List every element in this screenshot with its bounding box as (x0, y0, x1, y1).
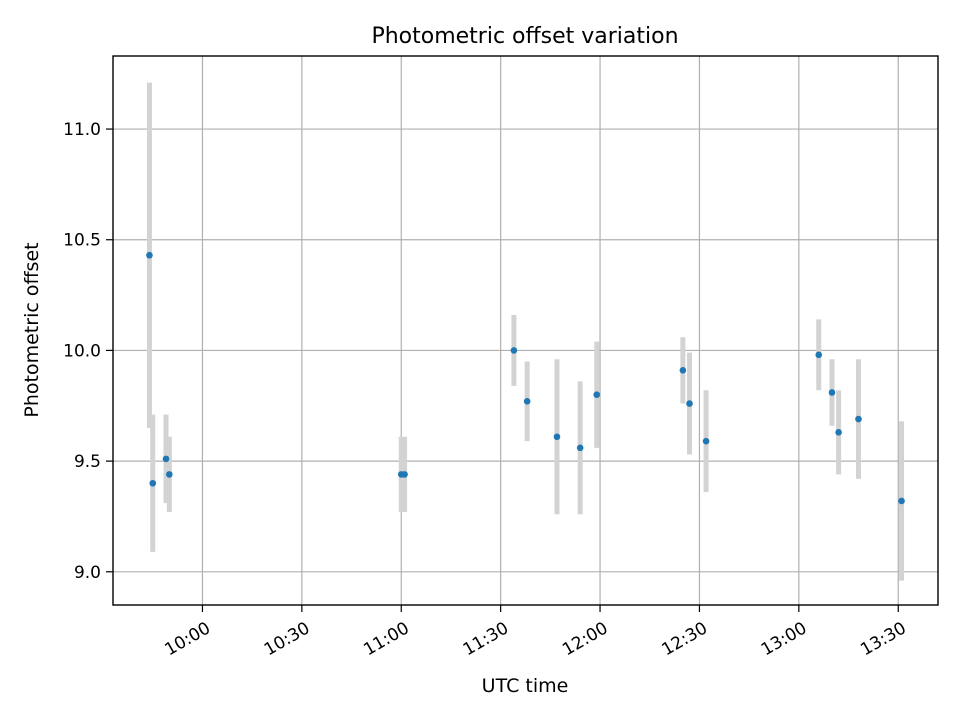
data-point (401, 471, 408, 478)
data-point (815, 351, 823, 359)
data-point (679, 367, 687, 374)
data-point (146, 251, 153, 259)
plot-area-frame (112, 55, 939, 606)
y-tick-label: 10.0 (63, 341, 101, 361)
point-layer (146, 251, 905, 505)
data-point (576, 444, 584, 452)
data-point (855, 415, 862, 423)
data-point (510, 347, 518, 354)
x-axis-label: UTC time (482, 675, 569, 697)
chart-title: Photometric offset variation (371, 24, 678, 49)
data-point (898, 497, 905, 505)
y-axis-label: Photometric offset (21, 242, 43, 417)
y-tick-label: 11.0 (63, 120, 101, 140)
data-point (553, 433, 561, 441)
y-tick-label: 9.5 (74, 452, 101, 472)
y-tick-label: 9.0 (74, 563, 101, 583)
data-point (149, 479, 157, 487)
data-point (166, 471, 173, 478)
data-point (828, 389, 836, 396)
y-tick-label: 10.5 (63, 231, 101, 251)
data-point (593, 391, 601, 398)
grid-layer (113, 56, 938, 605)
data-point (162, 455, 170, 463)
data-point (835, 429, 842, 436)
data-point (702, 437, 710, 445)
data-point (523, 398, 531, 405)
data-point (686, 400, 693, 407)
